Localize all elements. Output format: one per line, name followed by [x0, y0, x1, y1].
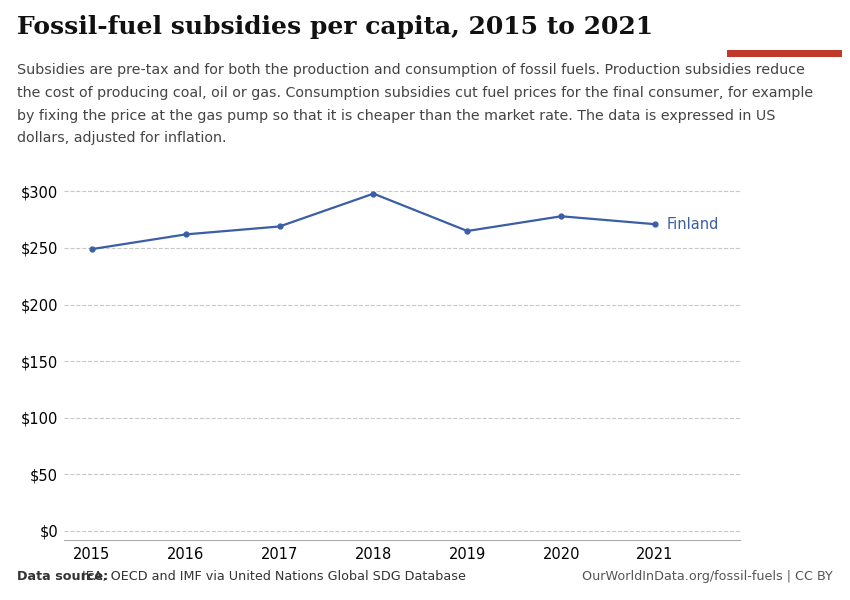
Text: the cost of producing coal, oil or gas. Consumption subsidies cut fuel prices fo: the cost of producing coal, oil or gas. …	[17, 86, 813, 100]
Text: Subsidies are pre-tax and for both the production and consumption of fossil fuel: Subsidies are pre-tax and for both the p…	[17, 63, 805, 77]
Text: dollars, adjusted for inflation.: dollars, adjusted for inflation.	[17, 131, 226, 145]
Text: OurWorldInData.org/fossil-fuels | CC BY: OurWorldInData.org/fossil-fuels | CC BY	[582, 570, 833, 583]
Text: IEA, OECD and IMF via United Nations Global SDG Database: IEA, OECD and IMF via United Nations Glo…	[78, 570, 466, 583]
Text: Fossil-fuel subsidies per capita, 2015 to 2021: Fossil-fuel subsidies per capita, 2015 t…	[17, 15, 653, 39]
Text: in Data: in Data	[760, 33, 808, 46]
Text: by fixing the price at the gas pump so that it is cheaper than the market rate. : by fixing the price at the gas pump so t…	[17, 109, 775, 122]
Bar	[727, 50, 842, 57]
Text: Finland: Finland	[666, 217, 718, 232]
Text: Our World: Our World	[751, 17, 818, 30]
Text: Data source:: Data source:	[17, 570, 108, 583]
